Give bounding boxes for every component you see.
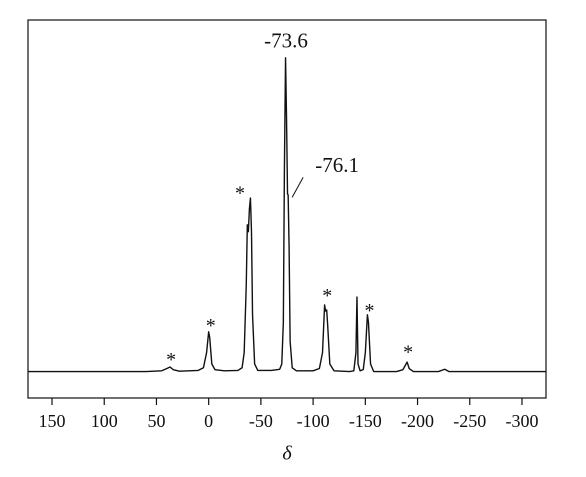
x-tick-label: 100 [91, 411, 118, 431]
x-tick-label: -50 [249, 411, 273, 431]
x-tick-label: -300 [505, 411, 538, 431]
x-tick-label: 150 [39, 411, 66, 431]
plot-frame [27, 19, 547, 399]
x-tick-label: 50 [147, 411, 165, 431]
x-axis-label: δ [282, 443, 292, 465]
peak-marker: * [403, 341, 413, 363]
peak-marker: * [365, 300, 375, 322]
x-tick-label: -250 [453, 411, 486, 431]
peak-annotation: -73.6 [264, 28, 308, 52]
annotation-leader [291, 177, 304, 198]
x-tick-label: -150 [349, 411, 382, 431]
spectrum-line [28, 57, 546, 373]
peak-annotation: -76.1 [315, 153, 359, 177]
peak-marker: * [206, 315, 216, 337]
peak-marker: * [322, 285, 332, 307]
x-tick-label: -200 [401, 411, 434, 431]
x-tick-label: 0 [204, 411, 213, 431]
peak-marker: * [166, 349, 176, 371]
peak-marker: * [235, 183, 245, 205]
x-tick-label: -100 [297, 411, 330, 431]
